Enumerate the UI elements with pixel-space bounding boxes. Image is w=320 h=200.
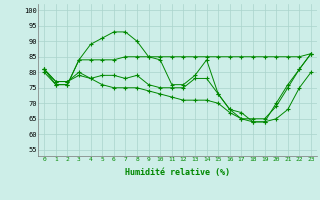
X-axis label: Humidité relative (%): Humidité relative (%) <box>125 168 230 177</box>
